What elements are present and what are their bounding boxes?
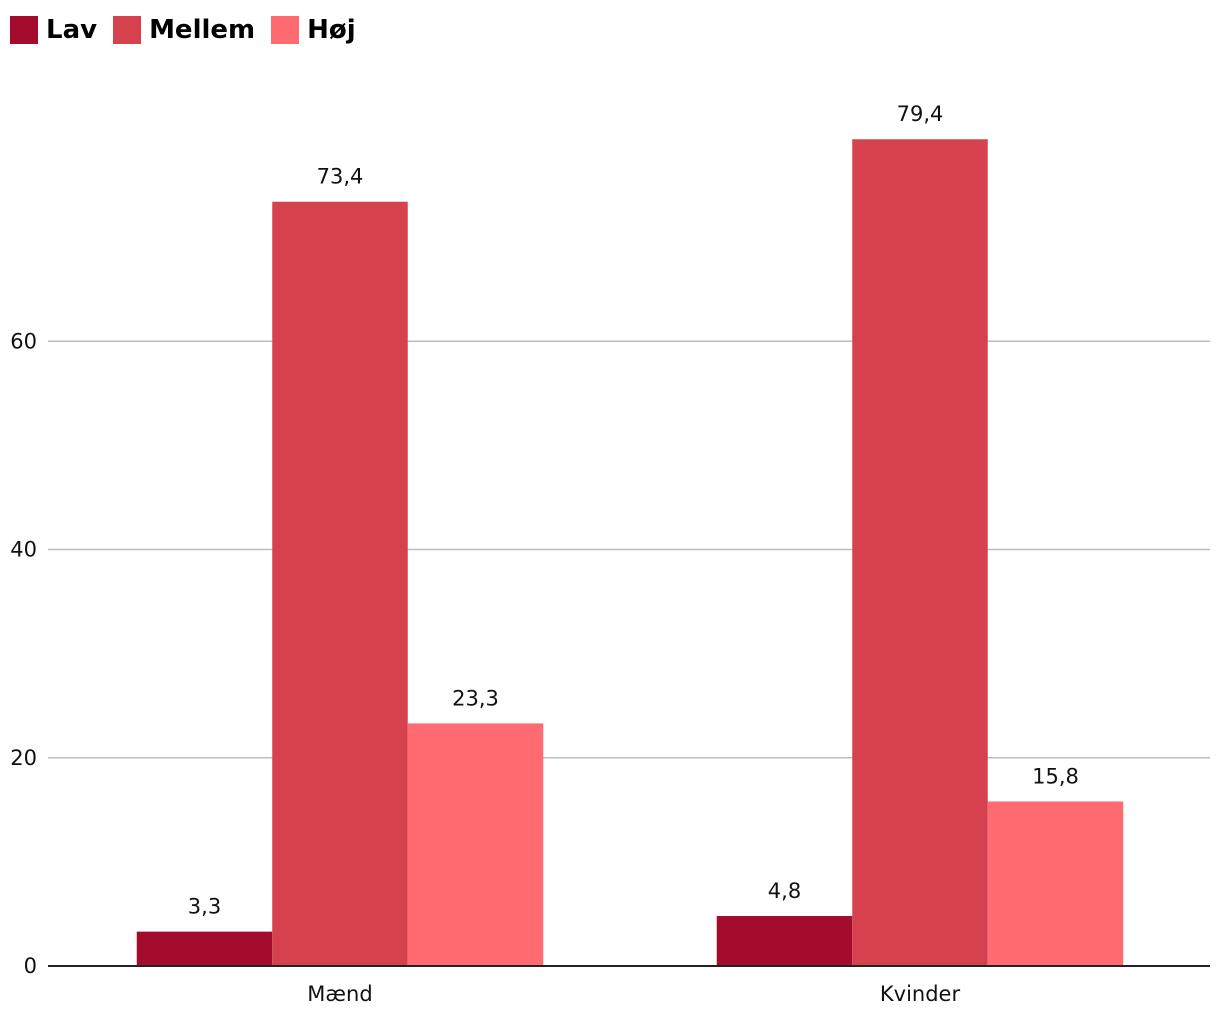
data-label: 15,8 bbox=[1032, 764, 1079, 788]
y-tick-label: 40 bbox=[10, 538, 37, 562]
legend-item-lav: Lav bbox=[10, 16, 97, 44]
x-category-label: Kvinder bbox=[880, 982, 961, 1006]
legend-label-hoj: Høj bbox=[307, 15, 356, 45]
legend-swatch-hoj bbox=[271, 16, 300, 44]
data-label: 4,8 bbox=[768, 879, 801, 903]
legend-label-mellem: Mellem bbox=[149, 15, 256, 45]
bar-mellem-0 bbox=[272, 201, 408, 966]
x-category-label: Mænd bbox=[307, 982, 372, 1006]
data-label: 79,4 bbox=[897, 102, 944, 126]
data-label: 73,4 bbox=[317, 165, 364, 189]
bar-høj-0 bbox=[407, 723, 544, 966]
y-tick-label: 20 bbox=[10, 746, 37, 770]
y-tick-label: 60 bbox=[10, 329, 37, 353]
bar-mellem-1 bbox=[852, 139, 988, 966]
bar-lav-0 bbox=[136, 931, 273, 966]
legend-swatch-lav bbox=[10, 16, 38, 44]
legend-swatch-mellem bbox=[113, 16, 142, 44]
bar-høj-1 bbox=[987, 801, 1124, 966]
legend-item-hoj: Høj bbox=[271, 16, 356, 44]
legend-label-lav: Lav bbox=[46, 15, 98, 45]
legend-item-mellem: Mellem bbox=[113, 16, 255, 44]
bar-lav-1 bbox=[716, 916, 853, 966]
chart-legend: Lav Mellem Høj bbox=[10, 12, 372, 48]
data-label: 23,3 bbox=[452, 686, 499, 710]
y-tick-label: 0 bbox=[24, 954, 37, 978]
data-label: 3,3 bbox=[188, 895, 221, 919]
